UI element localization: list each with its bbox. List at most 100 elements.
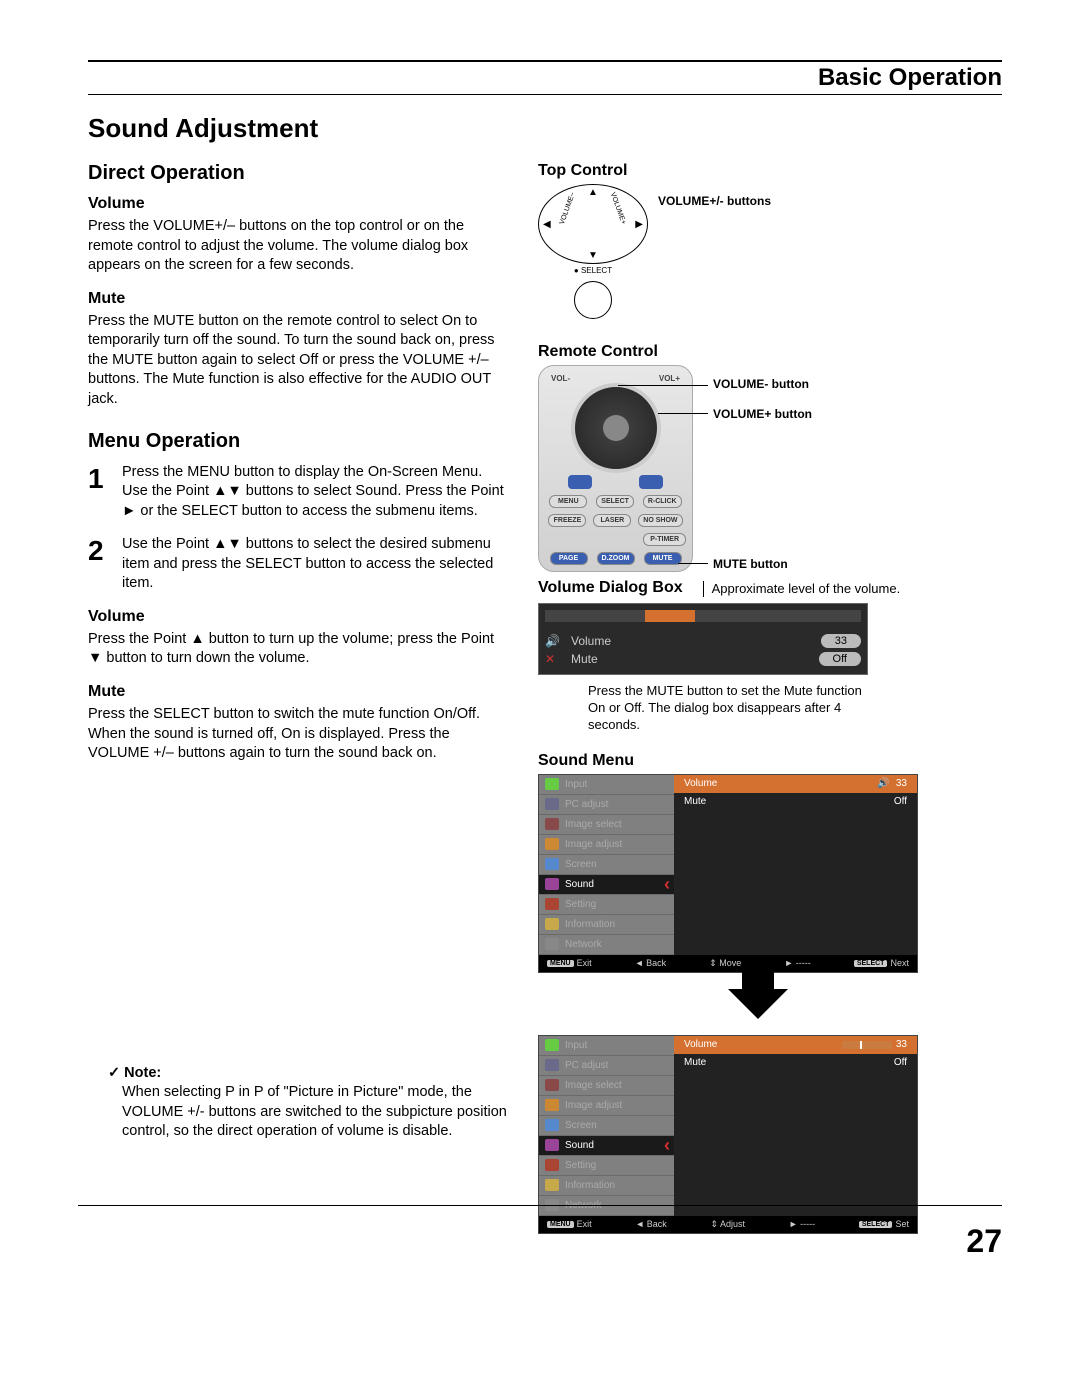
ptimer-button: P-TIMER [643,533,686,546]
osd-nav-screen: Screen [539,855,674,875]
rclick-button: R-CLICK [643,495,682,508]
osd1-nav: Input PC adjust Image select Image adjust Sc… [539,775,674,955]
step-2-text: Use the Point ▲▼ buttons to select the d… [122,535,508,594]
nav-item-label: Screen [565,859,597,870]
dialog-volume-value: 33 [821,634,861,648]
remote-vol-plus: VOL+ [659,374,680,383]
osd-nav-input: Input [539,775,674,795]
nav-icon [545,818,559,830]
arrow-left-icon [568,475,592,489]
nav-item-label: Information [565,919,615,930]
nav-icon [545,1179,559,1191]
menu-volume-text: Press the Point ▲ button to turn up the … [88,630,508,669]
volume-dialog-box: 🔊 Volume 33 ✕ Mute Off [538,603,868,675]
mute-button-callout: MUTE button [713,557,788,571]
nav-icon [545,1059,559,1071]
remote-vol-minus: VOL- [551,374,570,383]
dialog-mute-label: Mute [571,652,807,666]
speaker-icon: 🔊 [545,634,559,648]
vol-plus-callout: VOLUME+ button [713,407,812,421]
nav-icon [545,938,559,950]
step-2-number: 2 [88,535,112,594]
step-1-number: 1 [88,463,112,522]
nav-item-label: Screen [565,1120,597,1131]
mute-button: MUTE [644,552,682,565]
osd-nav-sound: Sound [539,1136,674,1156]
osd-nav-image-select: Image select [539,815,674,835]
osd2-nav: Input PC adjust Image select Image adjust Sc… [539,1036,674,1216]
osd-nav-pc-adjust: PC adjust [539,795,674,815]
nav-icon [545,1119,559,1131]
osd2-back: ◄ Back [635,1219,666,1230]
osd-nav-image-adjust: Image adjust [539,1096,674,1116]
osd-screenshot-1: Input PC adjust Image select Image adjust Sc… [538,774,918,973]
osd-nav-network: Network [539,1196,674,1216]
nav-item-label: PC adjust [565,1060,608,1071]
remote-control-diagram: VOL- VOL+ MENU SELECT R-CLICK FREEZE [538,365,693,572]
nav-icon [545,1139,559,1151]
sound-menu-heading: Sound Menu [538,752,978,770]
osd2-mute-label: Mute [684,1057,706,1068]
nav-item-label: Image adjust [565,839,622,850]
osd2-set: Set [895,1219,909,1229]
nav-item-label: Sound [565,1140,594,1151]
osd2-volume-val: 33 [896,1039,907,1050]
dialog-volume-label: Volume [571,634,809,648]
page-header: Basic Operation [88,60,1002,95]
noshow-button: NO SHOW [638,514,682,527]
osd1-volume-val: 33 [896,778,907,789]
select-label: SELECT [581,266,612,275]
osd1-mute-val: Off [894,796,907,807]
nav-item-label: Network [565,939,602,950]
osd1-mute-label: Mute [684,796,706,807]
nav-icon [545,1159,559,1171]
volume-text: Press the VOLUME+/– buttons on the top c… [88,217,508,276]
top-control-heading: Top Control [538,162,978,180]
remote-dpad [571,383,661,473]
nav-icon [545,918,559,930]
nav-item-label: Image select [565,819,622,830]
osd-nav-image-select: Image select [539,1076,674,1096]
osd2-dash: ► ----- [789,1219,815,1230]
osd2-adjust: ⇕ Adjust [710,1219,745,1230]
osd1-back: ◄ Back [635,958,666,969]
volume-buttons-caption: VOLUME+/- buttons [658,194,771,208]
dialog-mute-value: Off [819,652,861,666]
nav-icon [545,1099,559,1111]
osd1-dash: ► ----- [784,958,810,969]
osd-nav-pc-adjust: PC adjust [539,1056,674,1076]
osd-nav-information: Information [539,1176,674,1196]
volume-heading: Volume [88,195,508,213]
dialog-note: Press the MUTE button to set the Mute fu… [588,683,868,734]
down-arrow-icon [728,989,788,1019]
mute-icon: ✕ [545,652,559,666]
nav-item-label: Setting [565,1160,596,1171]
mute-heading: Mute [88,290,508,308]
osd2-exit: Exit [577,1219,592,1229]
dialog-title-bar [545,610,861,622]
page-number: 27 [966,1223,1002,1260]
top-control-dial: ▲ ▼ ◀ ▶ VOLUME− VOLUME+ [538,184,648,264]
osd2-slider [842,1041,892,1049]
laser-button: LASER [593,514,631,527]
page-title: Sound Adjustment [88,113,1002,144]
remote-control-heading: Remote Control [538,343,978,361]
nav-item-label: Information [565,1180,615,1191]
osd-nav-input: Input [539,1036,674,1056]
page-button: PAGE [550,552,588,565]
osd1-volume-label: Volume [684,778,717,789]
nav-icon [545,858,559,870]
nav-item-label: PC adjust [565,799,608,810]
mute-text: Press the MUTE button on the remote cont… [88,312,508,410]
nav-item-label: Image adjust [565,1100,622,1111]
select-button-icon [574,281,612,319]
menu-mute-text: Press the SELECT button to switch the mu… [88,705,508,764]
nav-icon [545,878,559,890]
note-label: Note: [108,1065,161,1081]
osd-nav-network: Network [539,935,674,955]
select-button: SELECT [596,495,634,508]
menu-mute-heading: Mute [88,683,508,701]
osd2-mute-val: Off [894,1057,907,1068]
osd-nav-information: Information [539,915,674,935]
arrow-right-icon [639,475,663,489]
